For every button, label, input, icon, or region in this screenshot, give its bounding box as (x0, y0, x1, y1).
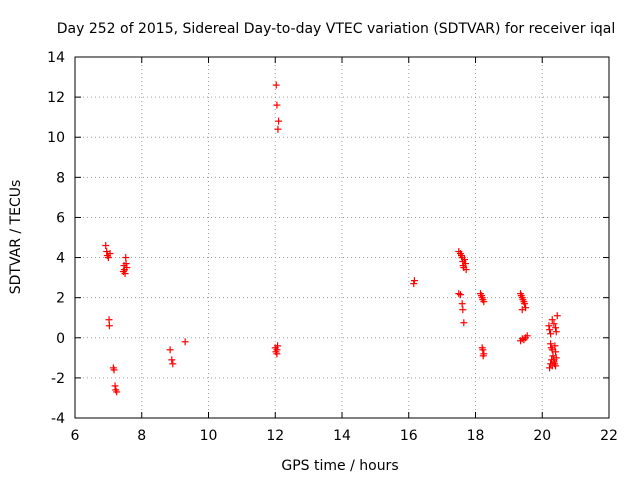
data-point (462, 266, 470, 274)
data-point (460, 256, 468, 264)
x-tick-label: 6 (71, 428, 80, 444)
data-point (113, 388, 121, 396)
data-point (552, 348, 560, 356)
grid-layer (75, 57, 609, 418)
data-point (168, 356, 176, 364)
data-point (553, 312, 561, 320)
x-tick-label: 14 (333, 428, 351, 444)
data-point (169, 360, 177, 368)
data-point (272, 81, 280, 89)
data-point (458, 300, 466, 308)
data-point (274, 125, 282, 133)
data-point (551, 342, 559, 350)
y-tick-label: 6 (56, 210, 65, 226)
data-point (545, 322, 553, 330)
data-point (547, 330, 555, 338)
data-point (104, 254, 112, 262)
data-point (166, 346, 174, 354)
data-point (546, 326, 554, 334)
data-point (102, 242, 110, 250)
data-point (274, 342, 282, 350)
data-point (460, 319, 468, 327)
data-point (273, 101, 281, 109)
data-point (410, 280, 418, 288)
data-point (479, 352, 487, 360)
data-point (110, 366, 118, 374)
y-tick-label: 4 (56, 251, 65, 267)
data-point (546, 364, 554, 372)
data-point (106, 250, 114, 258)
x-axis-label: GPS time / hours (281, 458, 398, 474)
x-tick-label: 22 (600, 428, 618, 444)
x-tick-label: 12 (266, 428, 284, 444)
data-point (518, 335, 526, 343)
x-tick-label: 10 (200, 428, 218, 444)
y-tick-label: 0 (56, 331, 65, 347)
data-point (552, 324, 560, 332)
data-point (122, 254, 130, 262)
data-point (552, 328, 560, 336)
x-tick-label: 16 (400, 428, 418, 444)
data-point (105, 322, 113, 330)
data-point (480, 298, 488, 306)
x-tick-label: 8 (137, 428, 146, 444)
y-tick-label: -4 (51, 411, 65, 427)
data-point (275, 117, 283, 125)
data-point (547, 360, 555, 368)
chart-title: Day 252 of 2015, Sidereal Day-to-day VTE… (57, 21, 615, 37)
points-layer (102, 81, 561, 396)
data-point (273, 346, 281, 354)
y-tick-label: 14 (47, 50, 65, 66)
data-point (547, 340, 555, 348)
y-tick-label: 12 (47, 90, 65, 106)
data-point (111, 382, 119, 390)
data-point (456, 291, 464, 299)
data-point (523, 332, 531, 340)
data-point (123, 264, 131, 272)
y-tick-label: 10 (47, 130, 65, 146)
data-point (122, 260, 130, 268)
data-point (479, 346, 487, 354)
x-tick-label: 20 (533, 428, 551, 444)
y-tick-label: -2 (51, 371, 65, 387)
data-point (461, 260, 469, 268)
data-point (548, 316, 556, 324)
data-point (518, 306, 526, 314)
data-point (181, 338, 189, 346)
x-tick-labels: 6 8 10 12 14 16 18 20 22 (71, 428, 618, 444)
y-tick-label: 8 (56, 170, 65, 186)
data-point (121, 270, 129, 278)
data-point (521, 300, 529, 308)
x-tick-label: 18 (467, 428, 485, 444)
data-point (455, 290, 463, 298)
ticks-layer (74, 56, 610, 419)
y-tick-labels: -4 -2 0 2 4 6 8 10 12 14 (47, 50, 65, 427)
data-point (459, 306, 467, 314)
data-point (550, 320, 558, 328)
y-axis-label: SDTVAR / TECUs (8, 180, 24, 295)
data-point (105, 316, 113, 324)
data-point (410, 277, 418, 285)
data-point (548, 356, 556, 364)
data-point (552, 354, 560, 362)
y-tick-label: 2 (56, 291, 65, 307)
